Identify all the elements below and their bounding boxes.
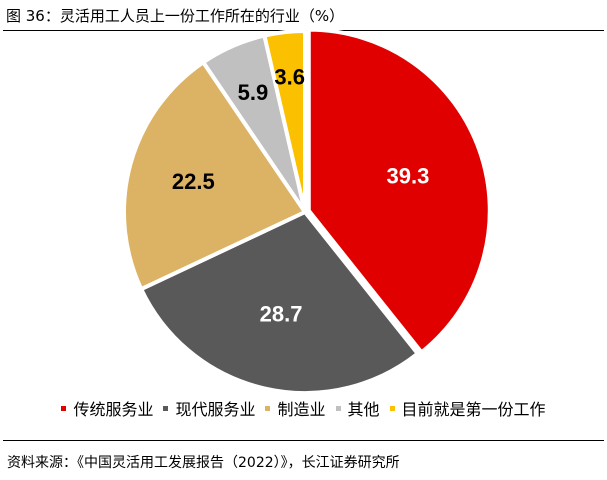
- legend-label-4: 其他: [347, 400, 380, 419]
- pie-slice-1: [306, 27, 492, 355]
- legend-swatch-5: [389, 405, 395, 411]
- pie-data-label-2: 28.7: [260, 302, 303, 327]
- legend-item-1: 传统服务业: [61, 396, 153, 420]
- source-note: 资料来源：《中国灵活用工发展报告（2022）》，长江证券研究所: [7, 455, 400, 471]
- legend-item-4: 其他: [335, 396, 380, 420]
- chart-legend: 传统服务业 现代服务业 制造业 其他 目前就是第一份工作: [0, 396, 607, 420]
- source-divider: [3, 440, 604, 441]
- pie-slice-5: [262, 29, 307, 214]
- legend-label-2: 现代服务业: [175, 400, 256, 419]
- legend-swatch-4: [335, 405, 341, 411]
- pie-slice-3: [122, 60, 307, 292]
- legend-label-1: 传统服务业: [73, 400, 154, 419]
- pie-data-label-1: 39.3: [386, 164, 429, 189]
- legend-swatch-1: [61, 405, 67, 411]
- pie-data-label-5: 3.6: [274, 65, 305, 90]
- legend-swatch-2: [163, 405, 169, 411]
- legend-label-5: 目前就是第一份工作: [401, 400, 546, 419]
- legend-swatch-3: [265, 405, 271, 411]
- pie-slices: [122, 27, 492, 395]
- figure-title: 图 36：灵活用工人员上一份工作所在的行业（%）: [6, 7, 345, 25]
- pie-data-labels: 39.3 28.7 22.5 5.93.6: [172, 65, 429, 327]
- legend-label-3: 制造业: [277, 400, 326, 419]
- legend-item-2: 现代服务业: [163, 396, 255, 420]
- pie-data-label-3: 22.5: [172, 169, 215, 194]
- legend-item-5: 目前就是第一份工作: [389, 396, 546, 420]
- pie-data-label-4: 5.9: [238, 80, 269, 105]
- pie-chart: 39.3 28.7 22.5 5.93.6: [122, 27, 492, 395]
- legend-item-3: 制造业: [265, 396, 326, 420]
